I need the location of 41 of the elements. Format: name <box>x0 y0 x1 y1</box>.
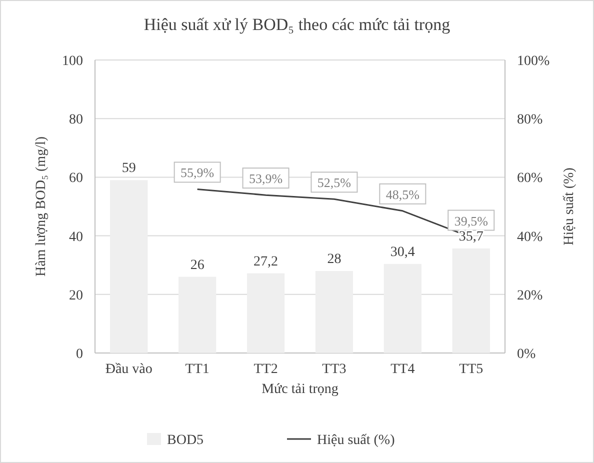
x-tick-label: TT5 <box>459 362 484 377</box>
chart-title: Hiệu suất xử lý BOD₅ theo các mức tải trọng <box>144 15 451 34</box>
x-tick-label: TT3 <box>322 362 346 377</box>
data-label: 28 <box>327 252 342 267</box>
x-axis-title: Mức tải trọng <box>262 382 338 397</box>
data-label: 26 <box>190 258 204 273</box>
data-label: 59 <box>122 161 136 176</box>
y2-tick-label: 40% <box>517 230 543 245</box>
y-tick-label: 100 <box>62 54 83 69</box>
y2-tick-label: 0% <box>517 347 536 362</box>
legend-label: BOD5 <box>167 433 204 448</box>
bar <box>315 270 354 353</box>
x-tick-label: TT2 <box>254 362 278 377</box>
x-tick-label: TT4 <box>390 362 415 377</box>
bar <box>384 264 422 353</box>
data-label: 52,5% <box>317 175 352 190</box>
bar <box>452 248 490 353</box>
y-axis-title: Hàm lượng BOD₅ (mg/l) <box>34 136 49 277</box>
data-label: 27,2 <box>254 254 278 270</box>
y-tick-label: 40 <box>69 230 83 245</box>
data-label: 48,5% <box>386 186 420 202</box>
data-label: 39,5% <box>454 213 488 228</box>
y-tick-label: 0 <box>76 347 83 362</box>
y2-axis-title: Hiệu suất (%) <box>562 167 577 246</box>
y2-tick-label: 80% <box>517 112 543 128</box>
data-label: 55,9% <box>180 165 214 180</box>
y2-tick-label: 100% <box>517 54 550 69</box>
bar <box>110 180 148 353</box>
data-label: 30,4 <box>390 244 415 260</box>
y-tick-label: 20 <box>69 288 83 304</box>
y-tick-label: 60 <box>69 171 83 186</box>
y2-tick-label: 20% <box>517 288 543 304</box>
x-tick-label: Đầu vào <box>105 362 152 377</box>
bar <box>178 276 216 353</box>
data-label: 53,9% <box>248 171 283 186</box>
legend-label: Hiệu suất (%) <box>317 433 396 448</box>
data-label: 35,7 <box>458 229 484 244</box>
x-tick-label: TT1 <box>185 362 210 377</box>
y-tick-label: 80 <box>69 112 83 128</box>
y2-tick-label: 60% <box>517 171 543 186</box>
bar <box>246 273 285 353</box>
